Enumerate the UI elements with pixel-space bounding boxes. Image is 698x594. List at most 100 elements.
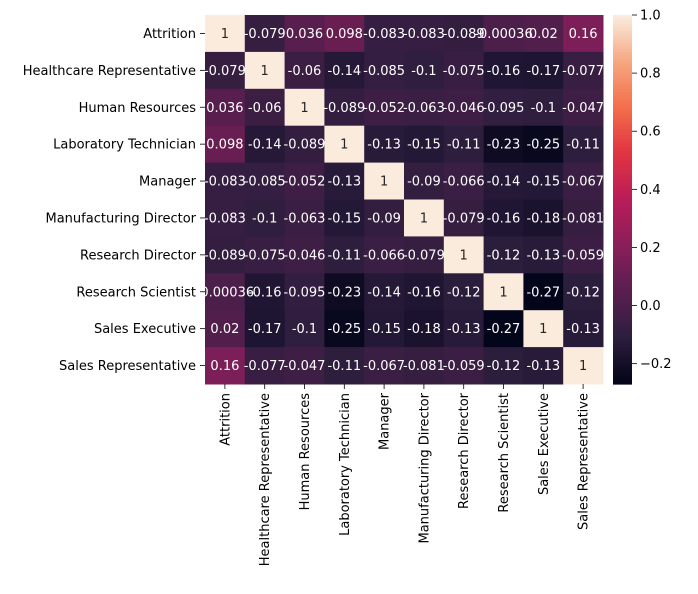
cell-annotation: -0.17 [248,322,282,337]
y-tick-label-research-director: Research Director [80,248,197,263]
heatmap-cell-research-scientist-laboratory-technician [324,273,365,311]
colorbar-gradient-step [613,205,632,210]
cell-annotation: -0.12 [487,359,521,374]
colorbar-gradient-step [613,211,632,216]
heatmap-cell-healthcare-representative-manufacturing-director [404,51,445,90]
cell-annotation: -0.083 [403,27,445,42]
colorbar: −0.2 0.0 0.2 0.4 0.6 0.8 1.0 [613,9,672,385]
cell-annotation: -0.15 [407,138,441,153]
colorbar-gradient-step [613,159,632,164]
cell-annotation: -0.059 [443,359,485,374]
heatmap-cell-laboratory-technician-sales-executive [523,125,564,164]
colorbar-gradient-step [613,297,632,302]
colorbar-gradient-step [613,45,632,50]
colorbar-tick-label: −0.2 [640,357,672,372]
cell-annotation: -0.06 [288,64,322,79]
heatmap-cell-attrition-laboratory-technician [324,15,365,53]
cell-annotation: -0.089 [323,101,365,116]
cell-annotation: -0.089 [284,138,326,153]
y-tick-label-sales-representative: Sales Representative [59,359,196,374]
heatmap-cell-sales-representative-healthcare-representative [244,347,286,385]
colorbar-gradient-step [613,48,632,53]
heatmap-cell-laboratory-technician-research-director [443,125,485,164]
x-tick-label-attrition: Attrition [218,393,233,446]
heatmap-cell-research-scientist-research-scientist [483,273,524,311]
heatmap-cell-research-director-research-scientist [483,236,524,274]
colorbar-gradient-step [613,279,632,284]
colorbar-gradient-step [613,82,632,87]
colorbar-gradient-step [613,128,632,133]
heatmap-cell-research-scientist-sales-representative [563,273,604,311]
x-tick-label-manager: Manager [378,392,393,450]
colorbar-gradient-step [613,322,632,327]
y-tick-label-manager: Manager [139,175,197,190]
colorbar-gradient-step [613,264,632,268]
colorbar-gradient-step [613,162,632,167]
colorbar-gradient-step [613,18,632,22]
heatmap-cell-human-resources-attrition [205,88,246,127]
cell-annotation: -0.1 [292,322,317,337]
x-tick-label-human-resources: Human Resources [298,393,313,511]
colorbar-gradient-step [613,85,632,90]
heatmap-cell-sales-representative-sales-executive [523,347,564,385]
colorbar-gradient-step [613,319,632,324]
colorbar-gradient-step [613,107,632,111]
colorbar-gradient-step [613,156,632,161]
colorbar-gradient-step [613,125,632,130]
heatmap-cell-manager-healthcare-representative [244,162,286,200]
cell-annotation: -0.18 [407,322,441,337]
heatmap-cell-sales-executive-manufacturing-director [404,310,445,348]
cell-annotation: -0.13 [526,248,560,263]
colorbar-gradient-step [613,150,632,154]
cell-annotation: -0.046 [284,248,326,263]
heatmap-cell-human-resources-manager [364,88,405,127]
heatmap-cell-manufacturing-director-manufacturing-director [404,199,445,237]
cell-annotation: -0.27 [526,285,560,300]
colorbar-gradient-step [613,193,632,198]
cell-annotation: 0.098 [326,27,363,42]
x-tick-label-healthcare-representative: Healthcare Representative [258,393,273,566]
heatmap-cell-healthcare-representative-human-resources [284,51,325,90]
colorbar-gradient-step [613,328,632,333]
colorbar-gradient-step [613,288,632,293]
cell-annotation: -0.13 [566,322,600,337]
colorbar-gradient-step [613,331,632,336]
heatmap-cell-research-director-research-director [443,236,485,274]
colorbar-gradient-step [613,174,632,179]
colorbar-gradient-step [613,122,632,127]
cell-annotation: -0.13 [327,175,361,190]
colorbar-gradient-step [613,261,632,265]
colorbar-gradient-step [613,359,632,364]
cell-annotation: -0.077 [562,64,604,79]
heatmap-cell-sales-representative-research-director [443,347,485,385]
cell-annotation: -0.066 [443,175,485,190]
colorbar-gradient-step [613,239,632,244]
cell-annotation: -0.089 [204,248,246,263]
colorbar-gradient-step [613,21,632,25]
cell-annotation: -0.15 [526,175,560,190]
cell-annotation: -0.15 [367,322,401,337]
colorbar-gradient-step [613,76,632,81]
cell-annotation: -0.11 [447,138,481,153]
heatmap-cell-healthcare-representative-manager [364,51,405,90]
y-tick-label-manufacturing-director: Manufacturing Director [46,211,197,226]
cell-annotation: -0.14 [367,285,401,300]
x-tick-label-research-director: Research Director [457,392,472,509]
colorbar-gradient-step [613,248,632,253]
heatmap-cell-manager-attrition [205,162,246,200]
cell-annotation: -0.13 [526,359,560,374]
colorbar-gradient-step [613,168,632,173]
cell-annotation: -0.075 [244,248,286,263]
colorbar-tick-label: 1.0 [640,9,661,24]
x-tick-label-manufacturing-director: Manufacturing Director [417,392,432,543]
colorbar-gradient-step [613,334,632,339]
heatmap-cell-human-resources-laboratory-technician [324,88,365,127]
colorbar-gradient-step [613,233,632,238]
heatmap-cell-healthcare-representative-laboratory-technician [324,51,365,90]
colorbar-gradient-step [613,304,632,308]
cell-annotation: 0.036 [286,27,323,42]
heatmap-cell-sales-representative-laboratory-technician [324,347,365,385]
heatmap-cell-manager-manager [364,162,405,200]
colorbar-gradient-step [613,282,632,287]
colorbar-gradient-step [613,356,632,361]
